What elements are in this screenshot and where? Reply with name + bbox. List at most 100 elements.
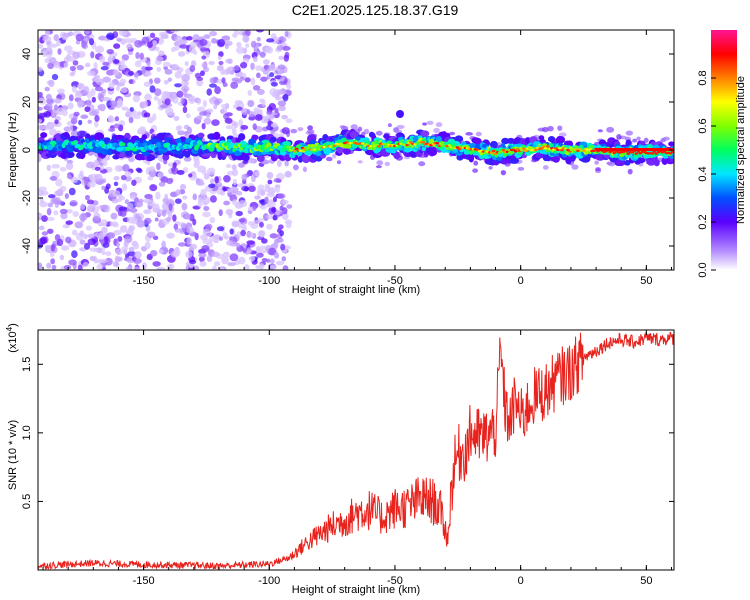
spectral-blob [118, 206, 128, 212]
spectral-blob [110, 212, 118, 220]
spectral-blob [230, 81, 239, 89]
spectral-blob [117, 236, 123, 243]
spectral-blob [286, 204, 293, 209]
spectral-blob [201, 245, 210, 252]
spectral-blob [157, 171, 164, 177]
spectral-blob [226, 239, 234, 246]
spectral-blob [270, 82, 278, 87]
spectral-blob [47, 62, 55, 70]
spectral-blob [201, 122, 206, 130]
spectral-blob [167, 111, 175, 116]
spectral-blob [284, 170, 292, 178]
spectral-blob [187, 95, 196, 102]
spectral-band-tail [596, 148, 674, 151]
spectral-blob [156, 162, 161, 171]
x-tick-label: -150 [133, 575, 155, 587]
x-tick-label: -100 [258, 575, 280, 587]
spectral-blob [214, 99, 221, 106]
spectral-blob [363, 128, 370, 135]
spectral-blob [284, 160, 289, 167]
y-tick-label: 0.5 [21, 494, 33, 509]
spectral-blob [260, 204, 267, 210]
spectral-blob [158, 31, 168, 37]
spectral-blob [165, 217, 172, 222]
spectral-band-cell [63, 131, 70, 138]
spectral-blob [149, 166, 155, 172]
spectral-blob [38, 91, 43, 97]
spectral-blob [213, 104, 218, 110]
spectral-blob [146, 116, 154, 124]
spectral-blob [93, 247, 99, 253]
spectral-blob [179, 183, 187, 191]
spectral-blob [542, 126, 549, 133]
spectral-band-core [451, 145, 456, 148]
spectral-blob [242, 248, 248, 253]
spectral-blob [52, 196, 61, 204]
spectral-blob [211, 119, 220, 126]
spectral-blob [125, 176, 132, 182]
spectral-blob [65, 162, 74, 171]
spectral-blob [56, 238, 64, 247]
spectral-blob [558, 132, 567, 137]
spectral-blob [175, 189, 182, 196]
spectral-blob [161, 202, 169, 211]
spectrogram-y-axis: 40 20 0 -20 -40 [21, 48, 674, 254]
spectral-blob [44, 86, 50, 92]
spectral-blob [225, 67, 231, 75]
spectral-blob [50, 258, 56, 265]
spectral-blob [235, 46, 245, 54]
spectral-blob [153, 95, 159, 101]
spectral-blob [198, 252, 207, 258]
spectral-blob [38, 66, 43, 72]
spectral-blob [79, 230, 85, 237]
spectral-blob [192, 193, 198, 201]
spectral-band-core [314, 147, 319, 150]
colorbar-label: Normalized spectral amplitude [735, 76, 747, 224]
spectral-blob [41, 231, 49, 236]
spectral-blob [265, 46, 274, 54]
x-tick-label: -100 [258, 275, 280, 287]
spectral-blob [214, 176, 219, 184]
spectral-blob [277, 193, 286, 199]
spectral-blob [133, 258, 142, 264]
spectral-band-core [501, 149, 506, 152]
spectral-blob [122, 164, 130, 172]
spectral-blob [107, 56, 113, 65]
spectral-blob [153, 88, 162, 96]
spectral-band-cell [131, 147, 138, 152]
spectral-band-cell [251, 134, 259, 140]
spectral-band-core [457, 147, 462, 151]
spectral-blob [202, 211, 211, 218]
spectral-blob [204, 231, 213, 237]
spectral-blob [115, 85, 120, 92]
spectral-blob [269, 258, 275, 264]
spectral-band-cell [454, 135, 464, 143]
spectral-blob [232, 199, 238, 206]
spectral-band-cell [248, 138, 256, 146]
spectral-blob [488, 166, 493, 170]
spectral-blob [94, 173, 103, 182]
spectral-band-cell [342, 146, 351, 155]
colorbar-axis: 0.0 0.2 0.4 0.6 0.8 [697, 70, 716, 278]
spectral-blob [145, 71, 152, 77]
spectral-blob [473, 160, 479, 166]
snr-y-axis-label: SNR (10 * v/v) [7, 420, 19, 490]
spectral-blob [266, 214, 274, 219]
x-tick-label: 0 [518, 575, 524, 587]
spectral-band-core [292, 149, 297, 153]
spectral-blob [242, 222, 247, 230]
spectral-blob [248, 116, 256, 121]
spectral-blob [127, 250, 136, 257]
spectral-band-core [543, 147, 548, 150]
spectral-blob [46, 164, 51, 171]
spectral-blob [157, 98, 163, 106]
spectral-blob [245, 43, 250, 48]
spectral-blob [254, 219, 260, 224]
spectral-blob [217, 55, 222, 61]
spectral-band-cell [232, 147, 236, 153]
spectral-blob [177, 242, 187, 247]
spectral-band-cell [661, 156, 668, 165]
spectral-blob [106, 232, 116, 239]
spectral-blob [233, 30, 239, 36]
spectral-blob [79, 213, 88, 221]
